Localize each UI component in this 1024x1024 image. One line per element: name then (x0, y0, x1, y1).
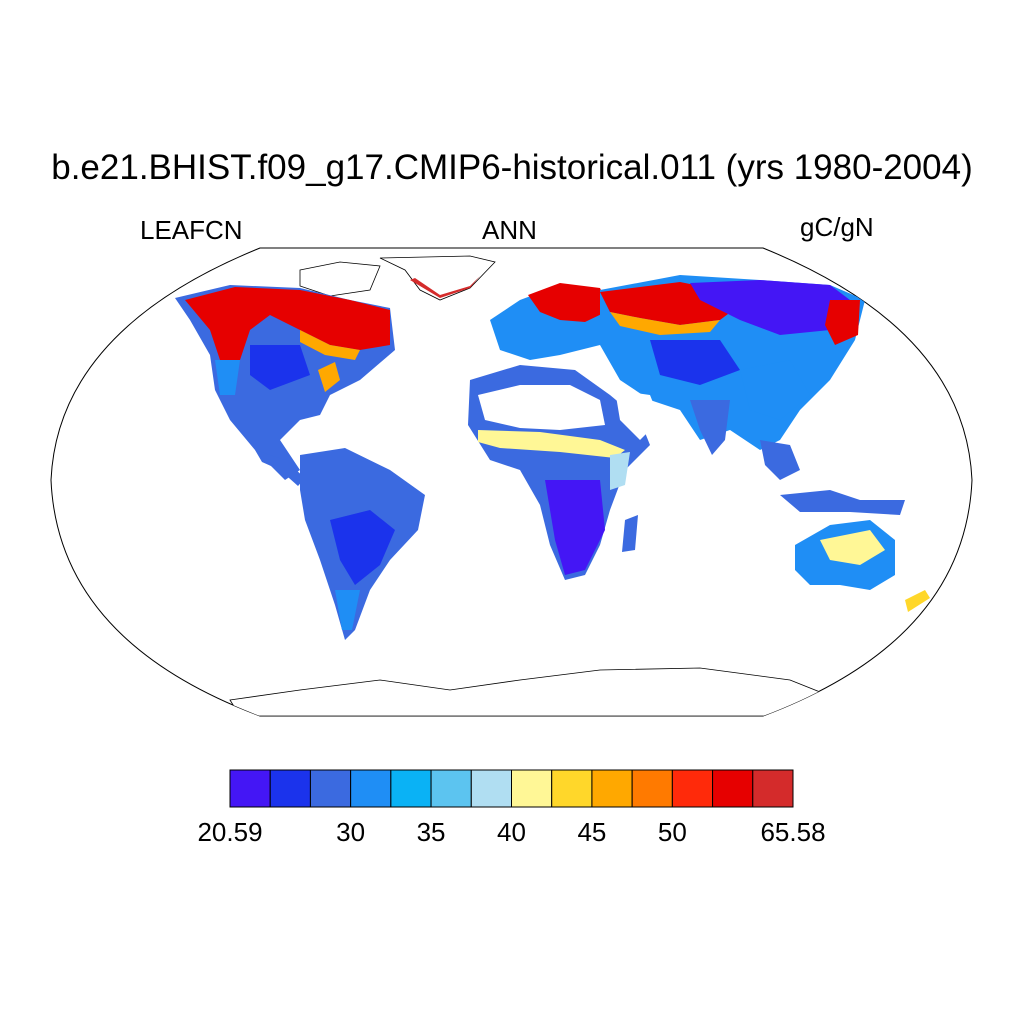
east-africa-light (610, 452, 630, 490)
central-africa-low (545, 480, 605, 575)
south-america-south (335, 590, 360, 630)
south-america-low (330, 510, 395, 585)
colorbar-tick-label: 20.59 (197, 817, 263, 847)
madagascar (622, 515, 638, 552)
colorbar-box (591, 769, 633, 808)
australia-interior (820, 530, 885, 565)
colorbar (229, 769, 794, 808)
east-siberia-low (690, 280, 850, 335)
india (690, 400, 730, 455)
central-america (255, 450, 305, 486)
us-east-orange (318, 362, 340, 392)
china-mixed (740, 360, 810, 420)
antarctica-outline (229, 667, 841, 716)
colorbar-tick-label: 30 (336, 817, 366, 847)
colorbar-box (269, 769, 311, 808)
indonesia (780, 490, 905, 515)
colorbar-box (309, 769, 352, 808)
variable-label: LEAFCN (140, 215, 243, 245)
colorbar-tick-label: 65.58 (760, 817, 826, 847)
colorbar-box (229, 769, 271, 808)
arabia-no-data (615, 390, 660, 440)
scandinavia-high (528, 283, 610, 322)
sahel-band (478, 430, 625, 458)
north-america-boreal-high (185, 287, 390, 360)
colorbar-box (631, 769, 673, 808)
colorbar-tick-label: 35 (416, 817, 446, 847)
season-label: ANN (482, 215, 537, 245)
colorbar-box (752, 769, 794, 808)
us-interior-dark (250, 345, 310, 390)
north-america-boreal-edge (300, 330, 360, 360)
sahara-no-data (478, 385, 605, 430)
siberia-orange-edge (610, 312, 720, 335)
colorbar-tick-label: 50 (657, 817, 687, 847)
colorbar-box (390, 769, 432, 808)
arctic-islands (299, 261, 381, 297)
units-label: gC/gN (800, 212, 874, 242)
colorbar-box (470, 769, 512, 808)
central-asia-low (650, 340, 740, 385)
north-america-west-coast (215, 360, 240, 395)
far-east-high (825, 300, 860, 345)
colorbar-tick-label: 40 (497, 817, 526, 847)
colorbar-box (511, 769, 553, 808)
greenland-coast-data (410, 276, 480, 298)
new-zealand (905, 590, 930, 612)
colorbar-box (671, 769, 714, 808)
plot-title: b.e21.BHIST.f09_g17.CMIP6-historical.011… (51, 148, 973, 187)
colorbar-box (350, 769, 392, 808)
colorbar-box (430, 769, 472, 808)
southeast-asia (760, 440, 800, 480)
colorbar-tick-label: 45 (577, 817, 607, 847)
colorbar-box (712, 769, 754, 808)
colorbar-box (551, 769, 593, 808)
